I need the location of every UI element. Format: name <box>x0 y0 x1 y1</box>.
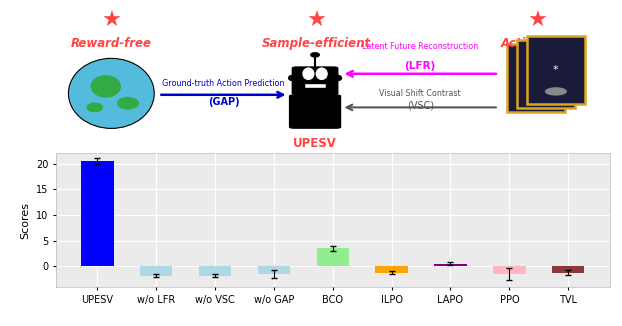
Text: (VSC): (VSC) <box>407 100 434 110</box>
Bar <box>199 266 231 275</box>
Bar <box>317 248 349 266</box>
Ellipse shape <box>310 52 320 58</box>
Bar <box>552 266 585 273</box>
Text: ★: ★ <box>527 11 547 31</box>
Text: Action-free: Action-free <box>501 37 574 50</box>
Ellipse shape <box>86 102 103 112</box>
Text: Sample-efficient: Sample-efficient <box>262 37 371 50</box>
Bar <box>81 161 114 266</box>
Text: Latent Future Reconstruction: Latent Future Reconstruction <box>362 42 478 52</box>
Ellipse shape <box>91 75 121 97</box>
Ellipse shape <box>288 75 295 81</box>
Text: Fruitbot (100K): Fruitbot (100K) <box>276 161 354 170</box>
Ellipse shape <box>335 75 342 81</box>
Bar <box>140 266 172 275</box>
Text: Ground-truth Action Prediction: Ground-truth Action Prediction <box>162 79 285 88</box>
Text: *: * <box>553 66 559 75</box>
FancyBboxPatch shape <box>526 37 585 104</box>
Bar <box>493 266 526 274</box>
FancyBboxPatch shape <box>516 40 575 108</box>
Text: UPESV: UPESV <box>293 137 337 150</box>
Text: ★: ★ <box>306 11 326 31</box>
Bar <box>258 266 290 274</box>
Ellipse shape <box>302 67 315 80</box>
FancyBboxPatch shape <box>304 83 326 88</box>
Ellipse shape <box>68 58 154 128</box>
FancyBboxPatch shape <box>292 67 338 95</box>
Text: Reward-free: Reward-free <box>71 37 152 50</box>
Text: (GAP): (GAP) <box>208 97 239 107</box>
Text: Visual Shift Contrast: Visual Shift Contrast <box>379 89 461 97</box>
Text: (LFR): (LFR) <box>404 61 436 71</box>
Text: ★: ★ <box>101 11 121 31</box>
FancyBboxPatch shape <box>506 44 565 112</box>
Bar <box>376 266 408 273</box>
Ellipse shape <box>315 67 328 80</box>
Ellipse shape <box>117 97 139 110</box>
Ellipse shape <box>545 87 567 96</box>
FancyBboxPatch shape <box>290 95 340 128</box>
Bar <box>434 264 466 266</box>
Y-axis label: Scores: Scores <box>21 202 30 239</box>
